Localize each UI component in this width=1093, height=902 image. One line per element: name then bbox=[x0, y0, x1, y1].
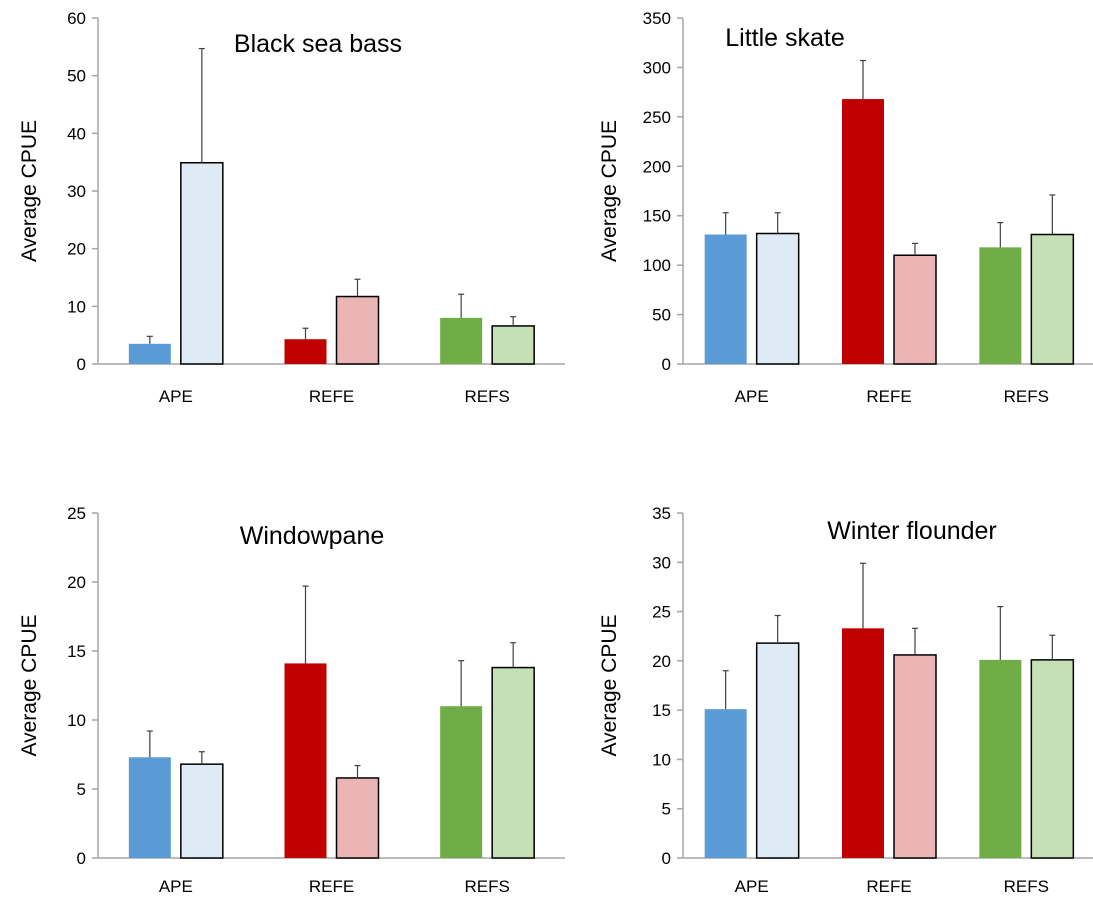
bar-refe-outlined bbox=[335, 777, 380, 859]
y-tick-label: 100 bbox=[643, 256, 671, 275]
bar-refe-solid bbox=[842, 628, 884, 858]
chart-winter-flounder: 0 5 10 15 20 25 30 35 Average CPUE Winter flounde… bbox=[598, 504, 1093, 896]
y-tick-label: 25 bbox=[67, 504, 86, 523]
bar-refe-solid bbox=[284, 663, 327, 858]
x-category-label: REFS bbox=[464, 387, 509, 406]
bar-refs-solid bbox=[440, 317, 483, 364]
y-tick-label: 10 bbox=[67, 297, 86, 316]
y-tick-label: 10 bbox=[652, 750, 671, 769]
bar-refs-outlined bbox=[491, 666, 535, 859]
y-tick-label: 20 bbox=[67, 240, 86, 259]
y-tick-label: 15 bbox=[67, 642, 86, 661]
y-tick-label: 5 bbox=[77, 780, 86, 799]
y-tick-label: 50 bbox=[652, 306, 671, 325]
y-tick-label: 60 bbox=[67, 9, 86, 28]
y-tick-label: 250 bbox=[643, 108, 671, 127]
chart-title: Winter flounder bbox=[827, 517, 997, 545]
bar-ape-outlined bbox=[755, 642, 800, 859]
x-category-label: REFE bbox=[309, 877, 354, 896]
x-category-label: APE bbox=[735, 877, 769, 896]
bar-refe-outlined bbox=[335, 295, 380, 365]
y-tick-label: 25 bbox=[652, 603, 671, 622]
y-tick-label: 20 bbox=[67, 573, 86, 592]
x-category-label: REFE bbox=[866, 877, 911, 896]
chart-title: Windowpane bbox=[240, 522, 385, 550]
y-tick-label: 0 bbox=[662, 355, 671, 374]
bar-refs-solid bbox=[979, 659, 1022, 858]
y-tick-label: 35 bbox=[652, 504, 671, 523]
y-tick-label: 30 bbox=[67, 182, 86, 201]
bar-refs-outlined bbox=[1030, 233, 1075, 365]
chart-windowpane: 0 5 10 15 20 25 Average CPUE Windowpane APE REFE R… bbox=[18, 504, 565, 896]
y-tick-label: 0 bbox=[77, 355, 86, 374]
x-category-label: REFE bbox=[866, 387, 911, 406]
y-tick-label: 50 bbox=[67, 67, 86, 86]
bar-ape-solid bbox=[128, 343, 171, 364]
x-category-label: REFS bbox=[1004, 877, 1049, 896]
x-category-label: APE bbox=[735, 387, 769, 406]
chart-title: Little skate bbox=[725, 24, 845, 52]
chart-title: Black sea bass bbox=[234, 30, 402, 58]
y-tick-label: 0 bbox=[77, 849, 86, 868]
y-tick-label: 350 bbox=[643, 9, 671, 28]
bar-refs-outlined bbox=[491, 325, 535, 365]
y-tick-label: 20 bbox=[652, 652, 671, 671]
bar-ape-solid bbox=[128, 757, 171, 858]
y-tick-label: 10 bbox=[67, 711, 86, 730]
x-category-label: APE bbox=[159, 387, 193, 406]
y-tick-label: 0 bbox=[662, 849, 671, 868]
bar-ape-outlined bbox=[755, 232, 800, 365]
y-axis-title: Average CPUE bbox=[598, 614, 621, 756]
y-tick-label: 5 bbox=[662, 800, 671, 819]
bar-refe-solid bbox=[842, 99, 884, 364]
y-tick-label: 150 bbox=[643, 207, 671, 226]
y-tick-label: 300 bbox=[643, 58, 671, 77]
y-axis-title: Average CPUE bbox=[598, 120, 621, 262]
bar-refe-outlined bbox=[893, 654, 937, 859]
bar-refs-outlined bbox=[1030, 659, 1075, 859]
y-tick-label: 200 bbox=[643, 157, 671, 176]
bar-ape-outlined bbox=[180, 763, 224, 859]
bar-refs-solid bbox=[440, 706, 483, 858]
bar-refe-solid bbox=[284, 339, 327, 364]
x-category-label: REFS bbox=[1004, 387, 1049, 406]
y-tick-label: 40 bbox=[67, 124, 86, 143]
x-category-label: REFE bbox=[309, 387, 354, 406]
y-tick-label: 15 bbox=[652, 701, 671, 720]
bar-refe-outlined bbox=[893, 254, 937, 365]
bar-ape-solid bbox=[704, 234, 747, 364]
y-tick-label: 30 bbox=[652, 553, 671, 572]
bar-ape-outlined bbox=[180, 161, 224, 365]
x-category-label: REFS bbox=[464, 877, 509, 896]
chart-little-skate: 0 50 100 150 200 250 300 350 Average CPUE Little … bbox=[598, 9, 1093, 406]
x-category-label: APE bbox=[159, 877, 193, 896]
y-axis-title: Average CPUE bbox=[18, 614, 41, 756]
y-axis-title: Average CPUE bbox=[18, 120, 41, 262]
bar-ape-solid bbox=[704, 709, 747, 858]
bar-refs-solid bbox=[979, 247, 1022, 364]
chart-black-sea-bass: 0 10 20 30 40 50 60 Average CPUE Black sea bass A… bbox=[18, 9, 565, 406]
